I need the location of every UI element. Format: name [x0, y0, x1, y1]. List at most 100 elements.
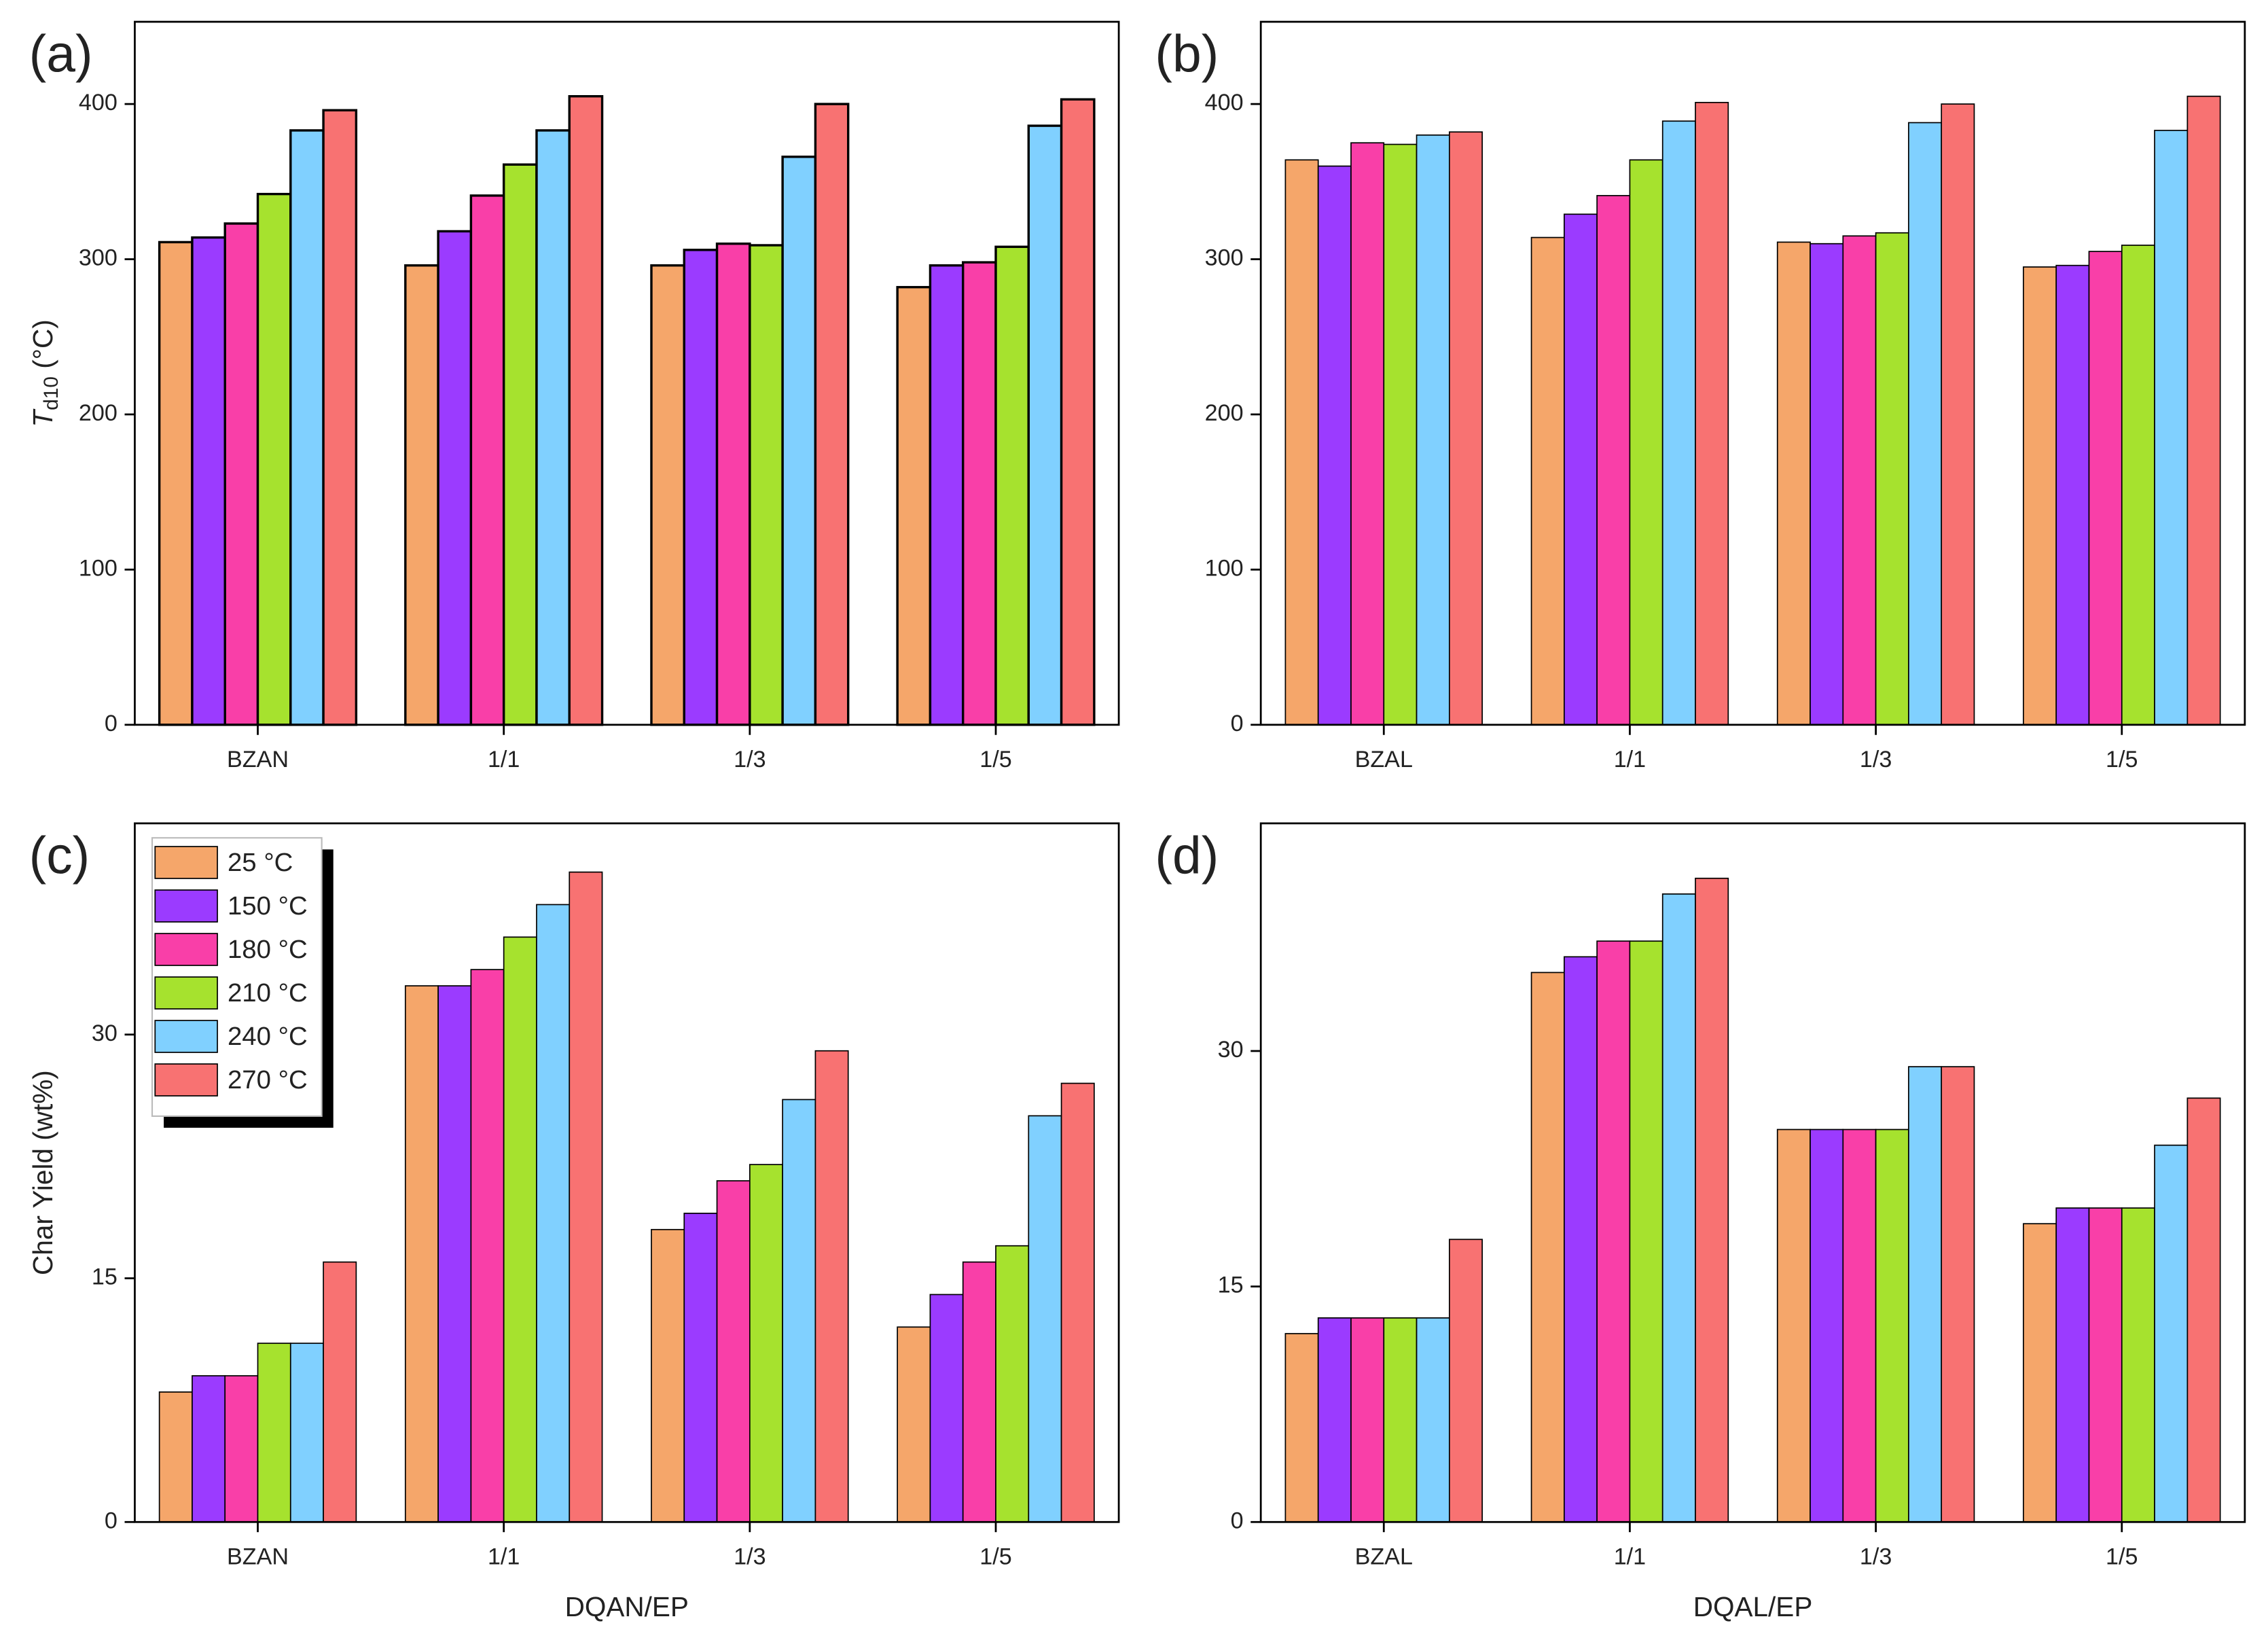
bar [814, 103, 850, 726]
y-tick-label: 0 [1231, 1508, 1244, 1533]
bar [2055, 1207, 2090, 1523]
x-tick-label: 1/5 [2106, 1544, 2138, 1570]
y-tick-label: 300 [1205, 245, 1244, 271]
y-tick-label: 30 [92, 1020, 118, 1046]
bar [1810, 1128, 1844, 1523]
bar [781, 156, 817, 726]
y-axis-title: Char Yield (wt%) [27, 1070, 58, 1275]
bar [1596, 940, 1631, 1523]
bar [1875, 232, 1909, 726]
bar [1908, 1066, 1943, 1523]
legend-label: 240 °C [228, 1022, 308, 1051]
legend-swatch [154, 1020, 218, 1053]
bar [323, 1261, 357, 1523]
bar [1350, 1317, 1385, 1523]
bar [568, 94, 604, 726]
y-tick-label: 15 [92, 1264, 118, 1290]
bar [994, 245, 1030, 726]
x-tick-label: 1/1 [1614, 1544, 1646, 1570]
bar [502, 163, 538, 726]
bar [1695, 101, 1729, 726]
bar [683, 1213, 718, 1523]
y-tick-label: 400 [79, 90, 118, 115]
legend-label: 150 °C [228, 891, 308, 921]
bar [1416, 1317, 1450, 1523]
bar [1416, 134, 1450, 726]
plot-frame [1259, 822, 2246, 1523]
bar [2023, 266, 2057, 726]
bar [223, 222, 259, 726]
bar [1908, 122, 1943, 726]
x-tick-label: 1/3 [1860, 747, 1892, 772]
bar [2023, 1223, 2057, 1523]
bar [1284, 159, 1319, 726]
bar [782, 1099, 816, 1523]
bar [715, 242, 751, 726]
bar [2121, 245, 2155, 726]
bar [289, 1342, 324, 1523]
bar [535, 129, 571, 726]
bar [437, 985, 472, 1523]
y-tick-label: 100 [79, 555, 118, 581]
y-tick-label: 300 [79, 245, 118, 271]
y-tick-label: 200 [79, 400, 118, 426]
y-axis-title-main: Char Yield (wt%) [27, 1070, 58, 1275]
y-tick-label: 15 [1218, 1272, 1244, 1298]
bar [1695, 877, 1729, 1523]
x-tick-label: 1/5 [2106, 747, 2138, 772]
bar [503, 936, 537, 1523]
bar [1530, 236, 1565, 726]
legend-label: 210 °C [228, 978, 308, 1008]
bar [2154, 130, 2189, 726]
bar [962, 1261, 996, 1523]
plot-frame [134, 822, 1120, 1523]
legend-swatch [154, 846, 218, 879]
bar [1776, 1128, 1811, 1523]
x-tick-label: 1/5 [979, 747, 1011, 772]
y-tick-label: 30 [1218, 1037, 1244, 1063]
bar [650, 264, 685, 726]
bar [962, 261, 997, 726]
y-axis-title-unit: (°C) [27, 319, 58, 376]
bar [897, 1326, 931, 1523]
bar [1596, 195, 1631, 726]
bar [2154, 1144, 2189, 1523]
bar [1629, 159, 1663, 726]
bar [716, 1180, 751, 1523]
x-tick-label: 1/1 [488, 747, 520, 772]
bar [569, 871, 603, 1523]
bar [158, 1391, 193, 1523]
bar [1028, 1115, 1062, 1523]
bar [191, 236, 226, 726]
x-tick-label: 1/3 [734, 747, 766, 772]
bar [1060, 1082, 1095, 1523]
bar [749, 1164, 783, 1523]
legend-swatch [154, 976, 218, 1010]
bar [651, 1228, 685, 1523]
bar [2121, 1207, 2155, 1523]
bar [1564, 956, 1598, 1523]
legend-swatch [154, 1063, 218, 1097]
bar [2186, 95, 2221, 726]
bar [1629, 940, 1663, 1523]
x-tick-label: BZAN [227, 747, 289, 772]
bar [1875, 1128, 1909, 1523]
y-tick-label: 0 [1231, 711, 1244, 736]
bar [2088, 1207, 2123, 1523]
x-tick-label: 1/1 [488, 1544, 520, 1570]
bar [1317, 165, 1352, 726]
y-tick-label: 400 [1205, 90, 1244, 115]
bar [536, 904, 571, 1523]
bar [224, 1375, 259, 1523]
bar [1317, 1317, 1352, 1523]
bar [814, 1050, 849, 1523]
bar [1530, 972, 1565, 1523]
bar [469, 194, 505, 726]
legend-swatch [154, 933, 218, 966]
bar [1284, 1333, 1319, 1523]
bar [995, 1245, 1030, 1523]
y-axis-title-sub: d10 [40, 376, 62, 410]
y-tick-label: 0 [105, 711, 118, 736]
legend-swatch [154, 889, 218, 923]
bar [404, 264, 439, 726]
